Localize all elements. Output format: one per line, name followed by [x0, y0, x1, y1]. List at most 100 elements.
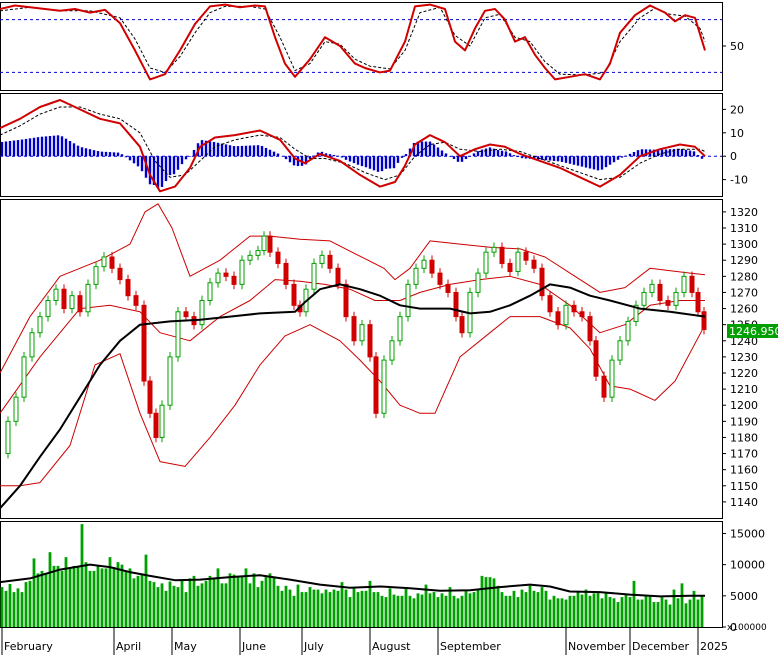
macd-histogram-bar — [120, 154, 124, 157]
macd-histogram-bar — [56, 135, 60, 157]
macd-histogram-bar — [264, 147, 268, 157]
macd-histogram-bar — [644, 149, 648, 157]
volume-bar — [376, 592, 380, 627]
volume-bar — [100, 568, 104, 627]
macd-histogram-bar — [92, 150, 96, 157]
macd-histogram-bar — [152, 156, 156, 185]
y-tick-label: 1190 — [730, 415, 758, 428]
macd-histogram-bar — [364, 156, 368, 168]
y-tick-label: 1220 — [730, 367, 758, 380]
volume-bar — [424, 584, 428, 627]
macd-histogram-bar — [216, 142, 220, 157]
volume-bar — [488, 577, 492, 627]
volume-bar — [308, 587, 312, 627]
candle-body — [367, 324, 373, 358]
macd-histogram-bar — [564, 156, 568, 163]
candle-body — [491, 246, 497, 253]
macd-histogram-bar — [428, 141, 432, 157]
volume-bar — [216, 568, 220, 627]
macd-histogram-bar — [396, 156, 400, 163]
macd-histogram-bar — [228, 145, 232, 157]
volume-bar — [444, 595, 448, 627]
macd-histogram-bar — [380, 156, 384, 172]
macd-histogram-bar — [312, 155, 316, 157]
oscillator-panel: 50 — [0, 2, 744, 91]
volume-bar — [120, 564, 124, 627]
volume-bar — [540, 587, 544, 627]
macd-histogram-bar — [148, 156, 152, 185]
y-tick-label: 1300 — [730, 238, 758, 251]
volume-bar — [568, 595, 572, 627]
price-panel: 1320131013001290128012701260125012401230… — [0, 199, 758, 519]
volume-bar — [60, 570, 64, 627]
y-tick-label: 15000 — [730, 527, 765, 540]
candle-body — [45, 300, 51, 318]
volume-bar — [288, 589, 292, 627]
macd-histogram-bar — [444, 153, 448, 157]
macd-histogram-bar — [96, 151, 100, 157]
macd-histogram-bar — [392, 156, 396, 169]
volume-bar — [240, 577, 244, 627]
macd-histogram-bar — [452, 156, 456, 160]
x-tick-label: February — [4, 640, 53, 653]
macd-histogram-bar — [36, 137, 40, 157]
y-tick-label: 1290 — [730, 254, 758, 267]
macd-histogram-bar — [472, 153, 476, 157]
volume-bar — [648, 595, 652, 627]
volume-bar — [320, 593, 324, 627]
macd-histogram-bar — [388, 156, 392, 169]
macd-histogram-bar — [504, 151, 508, 157]
price-frame — [0, 199, 723, 519]
volume-bar — [472, 592, 476, 627]
volume-bar — [448, 587, 452, 627]
macd-histogram-bar — [516, 156, 520, 158]
candle-body — [389, 340, 395, 361]
macd-histogram-bar — [368, 156, 372, 169]
volume-bar — [252, 573, 256, 627]
volume-bar — [672, 589, 676, 627]
macd-histogram-bar — [204, 140, 208, 157]
volume-bar — [200, 583, 204, 627]
volume-average-line — [0, 563, 705, 598]
macd-histogram-bar — [200, 140, 204, 157]
macd-histogram-bar — [288, 156, 292, 163]
volume-bar — [392, 594, 396, 627]
macd-histogram-bar — [24, 138, 28, 157]
macd-histogram-bar — [116, 152, 120, 157]
volume-bar — [276, 585, 280, 627]
candle-body — [343, 283, 349, 318]
candle-body — [459, 316, 465, 334]
macd-histogram-bar — [572, 156, 576, 165]
macd-histogram-bar — [284, 156, 288, 160]
macd-histogram-bar — [256, 145, 260, 157]
volume-bar — [96, 565, 100, 627]
candle-body — [93, 266, 99, 285]
candle-body — [283, 262, 289, 285]
macd-histogram-bar — [20, 139, 24, 157]
candle-body — [587, 316, 593, 342]
candle-body — [327, 254, 333, 269]
volume-bar — [112, 567, 116, 627]
macd-histogram-bar — [476, 151, 480, 157]
candle-body — [147, 380, 153, 414]
volume-bar — [644, 594, 648, 627]
macd-histogram-bar — [156, 156, 160, 189]
macd-histogram-bar — [80, 147, 84, 157]
y-tick-label: 1180 — [730, 431, 758, 444]
y-tick-label: 1150 — [730, 480, 758, 493]
macd-histogram-bar — [48, 136, 52, 157]
macd-histogram-bar — [224, 144, 228, 157]
macd-histogram-bar — [596, 156, 600, 171]
macd-histogram-bar — [384, 156, 388, 169]
candle-body — [231, 275, 237, 285]
macd-histogram-bar — [88, 149, 92, 157]
macd-histogram-bar — [672, 148, 676, 157]
macd-histogram-bar — [600, 156, 604, 170]
volume-bar — [48, 552, 52, 627]
macd-histogram-bar — [608, 156, 612, 165]
volume-bar — [384, 597, 388, 627]
candle-body — [421, 259, 427, 269]
macd-histogram-bar — [696, 155, 700, 157]
volume-bar — [260, 580, 264, 627]
candle-body — [547, 295, 553, 313]
